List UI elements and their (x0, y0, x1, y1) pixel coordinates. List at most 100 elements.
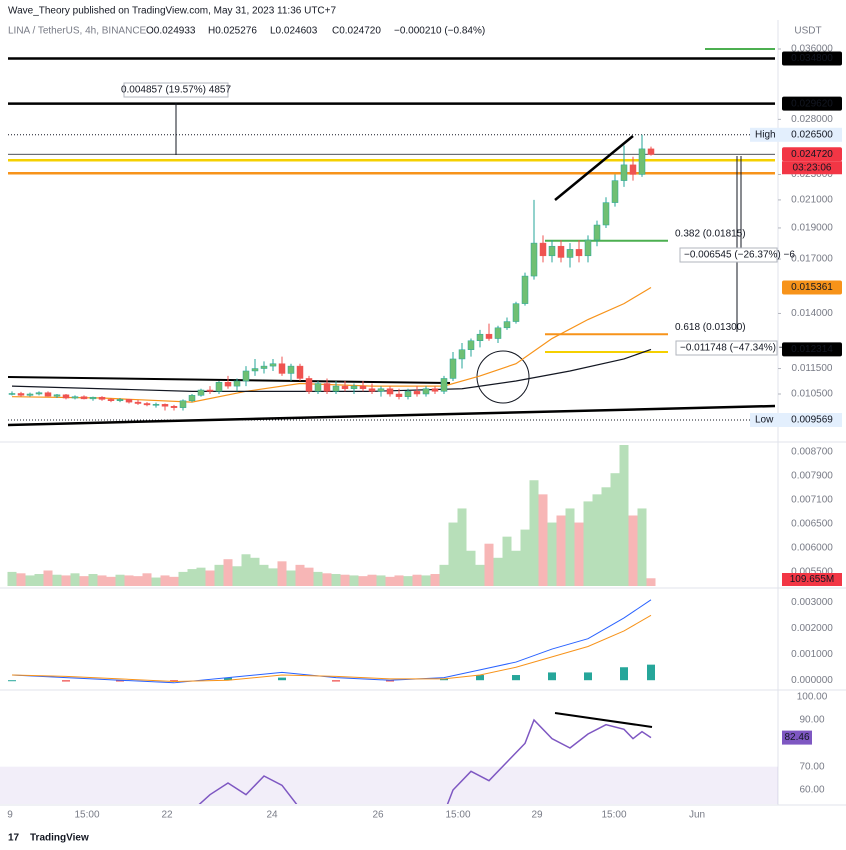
y-tick-label: 0.019000 (791, 223, 833, 234)
volume-scale-label: 0.006000 (791, 543, 833, 554)
macd-histogram (8, 680, 16, 682)
candle-body (584, 239, 592, 257)
time-label: 15:00 (601, 810, 626, 821)
volume-bar (52, 574, 62, 586)
time-label: 26 (372, 810, 384, 821)
price-label: 0.015361 (791, 282, 833, 293)
macd-histogram (548, 672, 556, 681)
fib-label: 0.618 (0.01300) (675, 322, 746, 333)
macd-histogram (224, 677, 232, 681)
ohlc-value: H0.025276 (208, 26, 257, 37)
volume-bar (286, 570, 296, 586)
macd-histogram (278, 677, 286, 681)
publisher: Wave_Theory published on TradingView.com… (8, 6, 336, 17)
ohlc-value: −0.000210 (−0.84%) (394, 26, 485, 37)
candle-body (386, 388, 394, 395)
volume-bar (466, 550, 476, 586)
candle-body (116, 399, 124, 402)
candle-body (575, 249, 583, 257)
candle-body (323, 383, 331, 392)
volume-bar (385, 576, 395, 586)
hl-label: Low (755, 415, 774, 426)
price-label-box (782, 342, 842, 357)
candle-body (395, 393, 403, 397)
candle-body (26, 393, 34, 396)
volume-bar (574, 522, 584, 586)
volume-scale-label: 0.007900 (791, 471, 833, 482)
price-label-box (782, 280, 842, 295)
footer-brand: TradingView (30, 833, 89, 844)
candle-body (8, 393, 16, 395)
y-tick-label: 0.036000 (791, 44, 833, 55)
price-label-box (782, 51, 842, 66)
candle-body (476, 333, 484, 341)
candle-body (647, 148, 655, 155)
volume-bar (133, 576, 143, 586)
volume-bar (268, 568, 278, 586)
measure-label: −0.006545 (−26.37%) −6 (684, 250, 795, 261)
macd-tick-label: 0.001000 (791, 649, 833, 660)
candle-body (44, 392, 52, 397)
candle-body (593, 224, 601, 241)
candle-body (602, 202, 610, 226)
measure-label: −0.011748 (−47.34%) −11 (680, 343, 795, 354)
candle-body (332, 385, 340, 392)
candle-body (278, 363, 286, 374)
candle-body (566, 249, 574, 258)
candle-body (368, 388, 376, 392)
candle-body (485, 333, 493, 339)
volume-bar (70, 573, 80, 586)
candle-body (512, 303, 520, 322)
volume-bar (7, 571, 17, 586)
volume-bar (322, 573, 332, 586)
candle-body (143, 403, 151, 406)
rsi-tick-label: 100.00 (797, 691, 828, 702)
ohlc-value: L0.024603 (270, 26, 318, 37)
rsi-label: 82.46 (784, 732, 809, 743)
macd-histogram (62, 680, 70, 682)
price-label: 0.029620 (791, 98, 833, 109)
y-tick-label: 0.021000 (791, 195, 833, 206)
volume-bar (493, 557, 503, 586)
volume-bar (340, 574, 350, 586)
volume-bar (178, 571, 188, 586)
macd-line (11, 614, 652, 683)
volume-scale-label: 0.006500 (791, 519, 833, 530)
hl-box (750, 127, 842, 142)
volume-bar (187, 569, 197, 586)
candle-body (422, 388, 430, 395)
volume-bar (43, 570, 53, 586)
y-tick-label: 0.010500 (791, 389, 833, 400)
macd-tick-label: 0.000000 (791, 675, 833, 686)
candle-body (377, 388, 385, 392)
volume-bar (331, 574, 341, 586)
candle-body (269, 363, 277, 367)
volume-bar (169, 576, 179, 586)
macd-histogram (440, 678, 448, 681)
volume-bar (349, 575, 359, 586)
volume-bar (97, 575, 107, 586)
candle-body (431, 388, 439, 392)
candle-body (557, 245, 565, 258)
volume-bar (241, 554, 251, 586)
time-label: 29 (531, 810, 543, 821)
volume-bar (358, 576, 368, 586)
y-tick-label: 0.014000 (791, 308, 833, 319)
candle-body (197, 389, 205, 396)
volume-bar (160, 575, 170, 586)
volume-bar (412, 574, 422, 586)
candle-body (35, 392, 43, 395)
candle-body (62, 394, 70, 399)
volume-bar (151, 577, 161, 586)
price-label: 0.012314 (791, 344, 833, 355)
price-label: 0.024720 (791, 149, 833, 160)
rsi-band (0, 766, 778, 804)
ohlc-value: C0.024720 (332, 26, 381, 37)
volume-bar (196, 567, 206, 586)
macd-histogram (170, 680, 178, 682)
macd-tick-label: 0.002000 (791, 623, 833, 634)
candle-body (287, 365, 295, 374)
candle-body (242, 370, 250, 382)
candle-body (251, 368, 259, 372)
hl-value: 0.026500 (791, 129, 833, 140)
